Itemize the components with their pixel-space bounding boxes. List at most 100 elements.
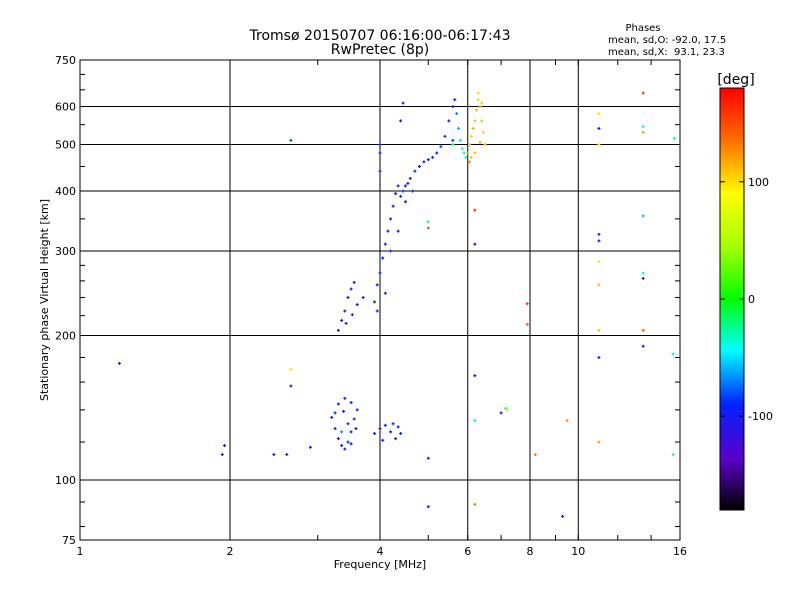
data-point: [394, 192, 398, 196]
data-point: [343, 396, 347, 400]
data-point: [381, 256, 385, 260]
data-point: [466, 151, 470, 155]
data-point: [355, 408, 359, 412]
data-point: [417, 164, 421, 168]
data-points: [117, 91, 677, 518]
data-point: [340, 444, 344, 448]
data-point: [289, 367, 293, 371]
data-point: [383, 291, 387, 295]
data-point: [478, 140, 482, 144]
y-tick-label: 100: [55, 474, 76, 487]
data-point: [499, 411, 503, 415]
y-tick-label: 400: [55, 185, 76, 198]
data-point: [426, 220, 430, 224]
y-tick-labels: 75 100 200 300 400 500 600 750: [55, 54, 76, 547]
colorbar-label: [deg]: [717, 72, 754, 88]
data-point: [220, 453, 224, 457]
data-point: [641, 125, 645, 129]
data-point: [597, 283, 601, 287]
data-point: [460, 147, 464, 151]
y-tick-label: 75: [62, 534, 76, 547]
data-point: [475, 108, 479, 112]
data-point: [641, 271, 645, 275]
data-point: [473, 208, 477, 212]
data-point: [403, 184, 407, 188]
y-tick-label: 750: [55, 54, 76, 67]
data-point: [597, 239, 601, 243]
data-point: [336, 402, 340, 406]
data-point: [533, 453, 537, 457]
x-tick-label: 8: [527, 545, 534, 558]
x-tick-label: 1: [77, 545, 84, 558]
colorbar-ticks: 100 0 -100: [720, 176, 773, 423]
data-point: [346, 296, 350, 300]
data-point: [597, 440, 601, 444]
data-point: [413, 169, 417, 173]
data-point: [473, 242, 477, 246]
colorbar-tick-label: 100: [748, 176, 769, 189]
data-point: [471, 126, 475, 130]
data-point: [457, 126, 461, 130]
data-point: [473, 502, 477, 506]
data-point: [443, 134, 447, 138]
data-point: [464, 155, 468, 159]
data-point: [597, 328, 601, 332]
data-point: [431, 155, 435, 159]
data-point: [396, 229, 400, 233]
data-point: [378, 151, 382, 155]
data-point: [597, 355, 601, 359]
data-point: [399, 432, 403, 436]
data-point: [641, 91, 645, 95]
data-point: [378, 271, 382, 275]
data-point: [394, 437, 398, 441]
chart-title: Tromsø 20150707 06:16:00-06:17:43: [249, 28, 511, 44]
data-point: [401, 101, 405, 105]
data-point: [476, 91, 480, 95]
data-point: [473, 419, 477, 423]
data-point: [223, 444, 227, 448]
data-point: [373, 300, 377, 304]
data-point: [478, 105, 482, 109]
data-point: [378, 427, 382, 431]
x-axis-label: Frequency [MHz]: [334, 558, 426, 571]
data-point: [597, 232, 601, 236]
data-point: [597, 260, 601, 264]
x-tick-label: 4: [377, 545, 384, 558]
y-tick-label: 200: [55, 330, 76, 343]
data-point: [352, 280, 356, 284]
data-point: [435, 151, 439, 155]
data-point: [426, 226, 430, 230]
data-point: [343, 447, 347, 451]
grid-lines: [80, 60, 680, 540]
data-point: [426, 456, 430, 460]
data-point: [272, 453, 276, 457]
data-point: [451, 138, 455, 142]
data-point: [597, 143, 601, 147]
data-point: [426, 505, 430, 509]
data-point: [525, 302, 529, 306]
y-tick-label: 300: [55, 245, 76, 258]
data-point: [378, 169, 382, 173]
data-point: [473, 374, 477, 378]
stats-o-mode: mean, sd,O: -92.0, 17.5: [608, 35, 726, 46]
data-point: [285, 453, 289, 457]
data-point: [468, 160, 472, 164]
data-point: [336, 328, 340, 332]
stats-x-mode: mean, sd,X: 93.1, 23.3: [608, 47, 725, 58]
data-point: [389, 430, 393, 434]
data-point: [641, 328, 645, 332]
data-point: [671, 352, 675, 356]
data-point: [343, 309, 347, 313]
data-point: [411, 189, 415, 193]
data-point: [361, 296, 365, 300]
data-point: [375, 283, 379, 287]
data-point: [355, 303, 359, 307]
data-point: [346, 440, 350, 444]
data-point: [455, 112, 459, 116]
data-point: [408, 176, 412, 180]
data-point: [391, 422, 395, 426]
data-point: [349, 442, 353, 446]
data-point: [641, 276, 645, 280]
data-point: [399, 194, 403, 198]
data-point: [389, 217, 393, 221]
